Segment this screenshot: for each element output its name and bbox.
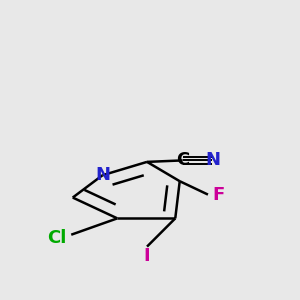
Text: Cl: Cl bbox=[47, 229, 66, 247]
Text: I: I bbox=[144, 247, 150, 265]
Text: N: N bbox=[95, 166, 110, 184]
Text: N: N bbox=[205, 152, 220, 169]
Text: C: C bbox=[176, 152, 189, 169]
Text: F: F bbox=[212, 186, 224, 204]
